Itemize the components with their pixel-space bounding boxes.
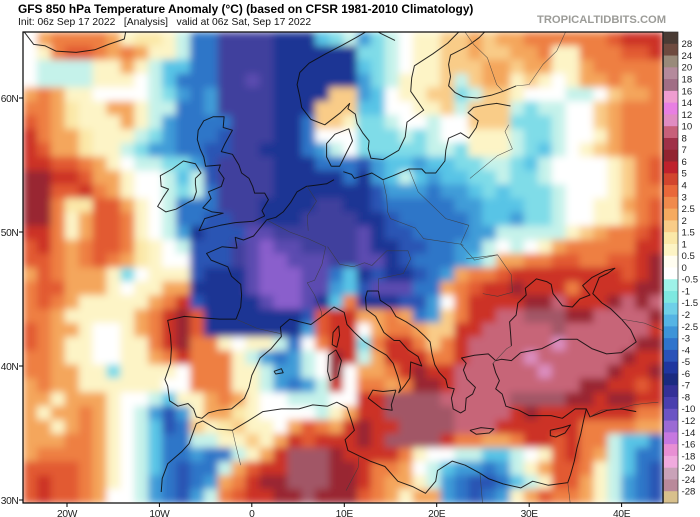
svg-text:-14: -14 <box>682 428 697 439</box>
svg-text:0: 0 <box>682 263 687 274</box>
svg-text:0.5: 0.5 <box>682 251 695 262</box>
svg-text:4: 4 <box>682 180 688 191</box>
svg-text:24: 24 <box>682 51 693 62</box>
svg-text:28: 28 <box>682 39 693 50</box>
svg-text:1.5: 1.5 <box>682 228 695 239</box>
svg-text:18: 18 <box>682 75 693 86</box>
svg-text:20: 20 <box>682 63 693 74</box>
svg-text:16: 16 <box>682 86 693 97</box>
svg-text:-2: -2 <box>682 310 691 321</box>
svg-text:-6: -6 <box>682 369 691 380</box>
svg-text:2: 2 <box>682 216 687 227</box>
svg-text:-4: -4 <box>682 345 691 356</box>
svg-text:-8: -8 <box>682 392 691 403</box>
svg-text:-24: -24 <box>682 475 697 486</box>
svg-text:50N: 50N <box>1 228 19 239</box>
svg-text:-20: -20 <box>682 463 696 474</box>
svg-text:20E: 20E <box>428 509 446 517</box>
svg-text:-2.5: -2.5 <box>682 322 699 333</box>
svg-text:10: 10 <box>682 122 693 133</box>
svg-text:20W: 20W <box>57 509 78 517</box>
svg-text:6: 6 <box>682 157 687 168</box>
svg-text:-10: -10 <box>682 404 696 415</box>
svg-text:1: 1 <box>682 239 687 250</box>
svg-text:30N: 30N <box>1 496 19 507</box>
svg-text:10E: 10E <box>336 509 354 517</box>
svg-text:-1.5: -1.5 <box>682 298 699 309</box>
svg-text:-3: -3 <box>682 334 691 345</box>
svg-text:40E: 40E <box>613 509 631 517</box>
svg-text:-1: -1 <box>682 286 691 297</box>
svg-text:-0.5: -0.5 <box>682 275 699 286</box>
svg-text:30E: 30E <box>521 509 539 517</box>
svg-text:-16: -16 <box>682 440 696 451</box>
svg-text:60N: 60N <box>1 94 19 105</box>
svg-text:7: 7 <box>682 145 687 156</box>
svg-text:3: 3 <box>682 192 687 203</box>
svg-text:40N: 40N <box>1 362 19 373</box>
svg-text:8: 8 <box>682 133 687 144</box>
svg-text:-18: -18 <box>682 451 696 462</box>
svg-text:0: 0 <box>249 509 255 517</box>
svg-text:10W: 10W <box>149 509 170 517</box>
svg-text:5: 5 <box>682 169 687 180</box>
svg-text:14: 14 <box>682 98 693 109</box>
svg-text:12: 12 <box>682 110 693 121</box>
svg-text:-28: -28 <box>682 487 696 498</box>
svg-text:2.5: 2.5 <box>682 204 695 215</box>
svg-text:-7: -7 <box>682 381 691 392</box>
svg-text:-12: -12 <box>682 416 696 427</box>
svg-text:-5: -5 <box>682 357 691 368</box>
